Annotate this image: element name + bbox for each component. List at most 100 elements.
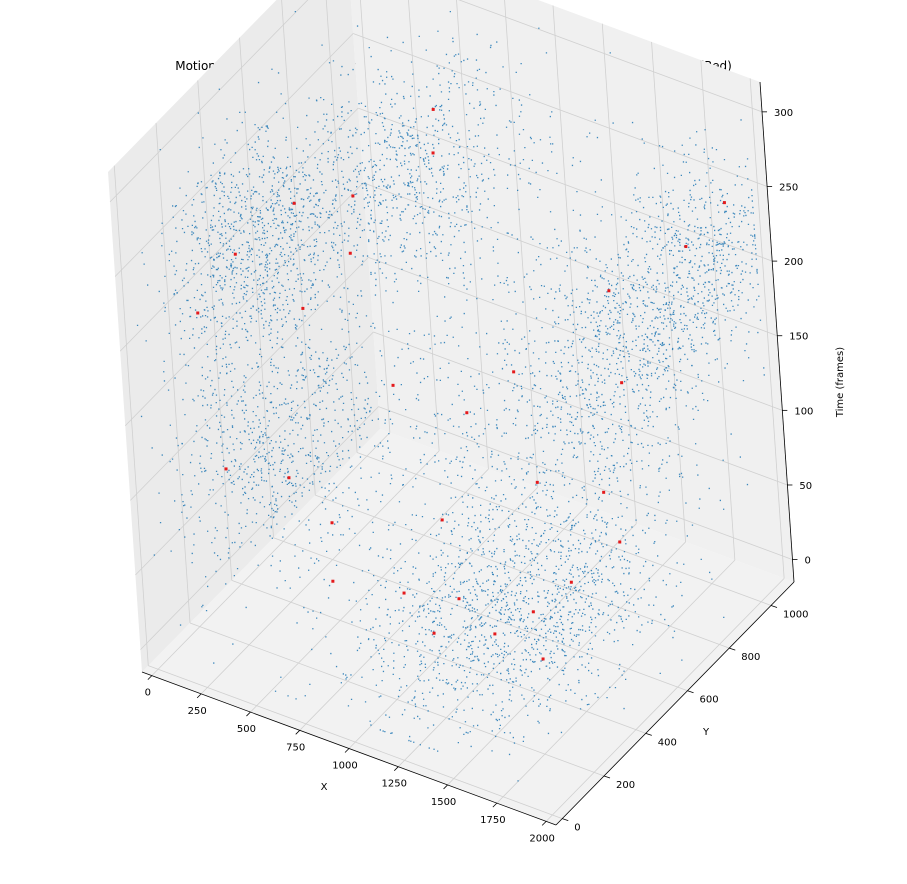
x-tick [492, 802, 498, 808]
grid-line-x [151, 432, 391, 676]
grid-line-z [135, 331, 374, 576]
cluster-point [722, 201, 726, 205]
grid-line-y [356, 452, 772, 606]
grid-line-x [408, 0, 440, 451]
y-tick-label: 800 [741, 652, 760, 663]
x-tick [196, 693, 202, 699]
grid-line-z [124, 182, 364, 427]
grid-line-x [456, 0, 489, 470]
grid-line-z [373, 331, 788, 486]
grid-line-z [114, 33, 354, 277]
cluster-point [602, 490, 606, 494]
y-tick [603, 775, 611, 779]
grid-line-z [458, 0, 763, 113]
grid-line-z [130, 257, 369, 501]
cluster-point [402, 591, 406, 595]
grid-line-z [378, 406, 793, 560]
grid-line-y [239, 37, 274, 538]
z-tick-label: 100 [794, 406, 813, 417]
grid-line-x [360, 0, 391, 433]
y-tick-label: 400 [658, 737, 677, 748]
y-tick [729, 647, 736, 651]
cluster-point [196, 311, 200, 315]
cluster-point [620, 381, 624, 385]
y-tick [645, 732, 652, 736]
grid-line-x [200, 450, 440, 695]
z-axis-label: Time (frames) [835, 347, 846, 418]
y-axis-line [555, 581, 795, 826]
axes-panes [108, 0, 794, 825]
grid-line-y [325, 0, 358, 453]
grid-line-z [363, 182, 778, 337]
cluster-point [224, 467, 228, 471]
x-tick-label: 0 [145, 688, 151, 699]
x-tick-label: 750 [286, 742, 305, 753]
cluster-point [331, 579, 335, 583]
cluster-point [531, 610, 535, 614]
grid-line-x [299, 487, 539, 731]
z-tick-label: 300 [774, 108, 793, 119]
x-tick [443, 784, 448, 790]
y-tick-label: 600 [700, 695, 719, 706]
cluster-point [465, 411, 469, 415]
grid-line-y [273, 537, 688, 692]
grid-line-z [109, 0, 309, 203]
cluster-point [431, 151, 435, 155]
grid-line-x [447, 541, 686, 786]
grid-line-y [155, 122, 191, 624]
grid-line-z [352, 33, 768, 187]
y-tick-label: 200 [616, 780, 635, 791]
grid-line-y [315, 494, 730, 649]
cluster-point [432, 631, 436, 635]
z-tick-label: 250 [779, 182, 798, 193]
axes-ticks: 0250500750100012501500175020000200400600… [141, 81, 846, 844]
grid-line-z [119, 107, 359, 352]
cluster-point [292, 201, 296, 205]
cluster-point [301, 306, 305, 310]
cluster-point [440, 518, 444, 522]
grid-line-x [601, 23, 637, 524]
cluster-point [457, 597, 461, 601]
grid-line-y [189, 622, 605, 777]
x-tick [295, 730, 300, 735]
x-tick [344, 748, 350, 753]
cluster-point [493, 632, 497, 636]
grid-line-y [148, 665, 563, 819]
data-points [136, 11, 765, 782]
grid-line-z [140, 406, 379, 650]
cluster-point [512, 370, 516, 374]
cluster-point [535, 480, 539, 484]
grid-line-z [368, 256, 783, 411]
y-tick [770, 605, 778, 608]
x-tick-label: 1750 [480, 815, 505, 826]
x-tick-label: 500 [237, 724, 256, 735]
x-tick [541, 821, 547, 826]
y-tick-label: 1000 [783, 609, 808, 620]
x-tick-label: 1250 [382, 779, 407, 790]
x-tick [246, 711, 251, 717]
grid-lines [109, 0, 793, 822]
cluster-point [348, 251, 352, 255]
z-tick-label: 200 [784, 257, 803, 268]
x-tick-label: 1500 [431, 797, 456, 808]
y-tick [562, 818, 569, 821]
grid-line-y [113, 165, 149, 666]
y-axis-label: Y [702, 727, 710, 738]
cluster-point [391, 383, 395, 387]
cluster-point [330, 521, 334, 525]
cluster-point [541, 657, 545, 661]
grid-line-x [545, 578, 785, 822]
cluster-point [569, 580, 573, 584]
cluster-point [233, 252, 237, 256]
cluster-point [351, 194, 355, 198]
grid-line-x [504, 0, 539, 488]
grid-line-x [397, 523, 637, 767]
cluster-point [684, 245, 688, 249]
x-axis-label: X [321, 782, 328, 793]
y-tick [687, 690, 694, 694]
grid-line-y [231, 579, 646, 734]
y-tick-label: 0 [574, 823, 580, 834]
z-tick-label: 150 [789, 332, 808, 343]
